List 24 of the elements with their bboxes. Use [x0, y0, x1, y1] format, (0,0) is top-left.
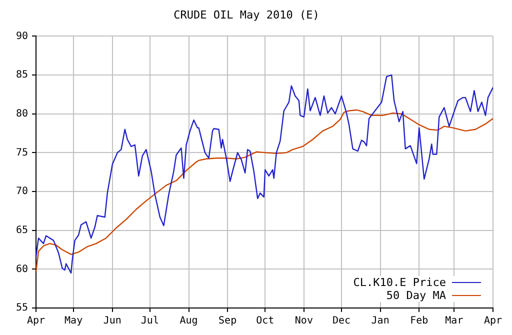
- x-tick-label: Nov: [294, 316, 313, 327]
- y-tick-label: 90: [16, 30, 28, 42]
- x-tick-label: Feb: [410, 316, 428, 327]
- legend-label: CL.K10.E Price: [353, 276, 446, 289]
- x-tick-label: Dec: [332, 316, 351, 327]
- x-tick-label: Apr: [26, 316, 46, 327]
- x-tick-label: Aug: [180, 316, 198, 327]
- y-tick-label: 55: [16, 302, 28, 314]
- x-tick-label: Apr: [484, 316, 502, 327]
- x-tick-label: Sep: [218, 316, 237, 327]
- y-tick-label: 80: [16, 108, 28, 120]
- chart-title: CRUDE OIL May 2010 (E): [174, 8, 320, 22]
- y-tick-label: 60: [16, 264, 28, 275]
- x-tick-label: Jun: [103, 316, 122, 327]
- y-tick-label: 70: [16, 186, 28, 198]
- y-tick-label: 85: [16, 70, 28, 81]
- x-tick-label: May: [64, 316, 83, 327]
- x-tick-label: Jan: [371, 316, 390, 327]
- x-tick-label: Oct: [256, 316, 274, 327]
- y-tick-label: 75: [16, 147, 28, 158]
- x-tick-label: Jul: [140, 316, 159, 327]
- y-tick-label: 65: [16, 224, 28, 236]
- x-tick-label: Mar: [445, 316, 464, 327]
- legend-label: 50 Day MA: [386, 289, 446, 302]
